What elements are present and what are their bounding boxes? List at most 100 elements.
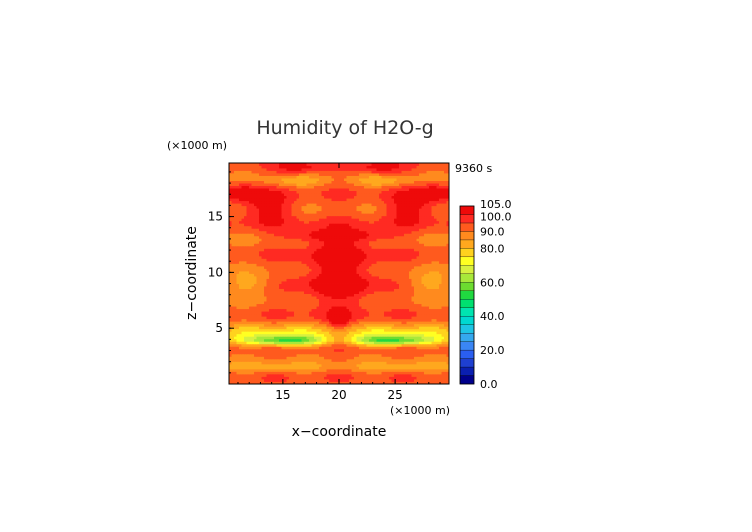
heatmap-cell <box>399 323 402 327</box>
heatmap-cell <box>386 303 390 307</box>
heatmap-cell <box>366 240 370 244</box>
heatmap-cell <box>231 336 235 340</box>
heatmap-cell <box>404 258 407 262</box>
heatmap-cell <box>271 368 275 372</box>
heatmap-cell <box>231 308 235 312</box>
heatmap-cell <box>304 331 307 335</box>
heatmap-cell <box>384 361 387 365</box>
heatmap-cell <box>316 351 320 355</box>
heatmap-cell <box>321 378 325 382</box>
heatmap-cell <box>271 281 275 284</box>
heatmap-cell <box>366 273 370 277</box>
heatmap-cell <box>431 283 435 287</box>
heatmap-cell <box>396 276 400 279</box>
heatmap-cell <box>271 371 275 375</box>
heatmap-cell <box>369 308 372 312</box>
heatmap-cell <box>344 338 347 342</box>
heatmap-cell <box>416 283 420 287</box>
heatmap-cell <box>366 250 370 254</box>
heatmap-cell <box>256 331 260 335</box>
heatmap-cell <box>396 381 400 385</box>
heatmap-cell <box>389 353 392 357</box>
heatmap-cell <box>259 363 262 367</box>
heatmap-cell <box>276 253 280 257</box>
heatmap-cell <box>344 270 347 274</box>
heatmap-cell <box>274 353 277 357</box>
heatmap-cell <box>399 248 402 252</box>
heatmap-cell <box>344 263 347 267</box>
heatmap-cell <box>279 265 282 269</box>
heatmap-cell <box>294 353 297 357</box>
heatmap-cell <box>279 306 282 310</box>
heatmap-cell <box>439 321 442 325</box>
heatmap-cell <box>369 328 372 332</box>
heatmap-cell <box>264 363 267 367</box>
heatmap-cell <box>266 353 270 357</box>
heatmap-cell <box>334 336 337 340</box>
heatmap-cell <box>311 328 315 332</box>
heatmap-cell <box>399 293 402 297</box>
heatmap-cell <box>234 286 237 289</box>
heatmap-cell <box>426 353 430 357</box>
heatmap-cell <box>366 323 370 327</box>
heatmap-cell <box>244 270 247 274</box>
heatmap-cell <box>251 328 255 332</box>
heatmap-cell <box>244 293 247 297</box>
heatmap-cell <box>291 373 295 377</box>
heatmap-cell <box>431 368 435 372</box>
heatmap-cell <box>414 331 417 335</box>
heatmap-cell <box>404 308 407 312</box>
heatmap-cell <box>414 273 417 277</box>
heatmap-cell <box>264 291 267 294</box>
heatmap-cell <box>416 358 420 362</box>
heatmap-cell <box>281 298 285 302</box>
heatmap-cell <box>299 363 302 367</box>
heatmap-cell <box>441 288 445 292</box>
heatmap-cell <box>334 366 337 370</box>
heatmap-cell <box>369 346 372 350</box>
heatmap-cell <box>256 346 260 350</box>
heatmap-cell <box>411 255 415 259</box>
heatmap-cell <box>391 326 395 330</box>
heatmap-cell <box>281 351 285 355</box>
heatmap-cell <box>356 301 360 305</box>
heatmap-cell <box>336 346 340 350</box>
heatmap-cell <box>436 308 440 312</box>
heatmap-cell <box>414 353 417 357</box>
heatmap-cell <box>236 368 240 372</box>
heatmap-cell <box>419 263 422 267</box>
heatmap-cell <box>351 283 355 287</box>
heatmap-cell <box>269 368 272 372</box>
heatmap-cell <box>319 288 322 292</box>
heatmap-cell <box>434 338 437 342</box>
heatmap-cell <box>381 296 385 300</box>
heatmap-cell <box>376 283 380 287</box>
heatmap-cell <box>269 270 272 274</box>
heatmap-cell <box>394 255 397 259</box>
heatmap-cell <box>416 338 420 342</box>
heatmap-cell <box>446 270 450 274</box>
heatmap-cell <box>311 291 315 294</box>
heatmap-cell <box>306 301 310 305</box>
heatmap-cell <box>274 361 277 365</box>
heatmap-cell <box>336 371 340 375</box>
heatmap-cell <box>336 255 340 259</box>
heatmap-cell <box>281 263 285 267</box>
heatmap-cell <box>276 281 280 284</box>
heatmap-cell <box>316 341 320 345</box>
heatmap-cell <box>416 286 420 289</box>
heatmap-cell <box>266 258 270 262</box>
heatmap-cell <box>374 296 377 300</box>
heatmap-cell <box>394 288 397 292</box>
heatmap-cell <box>431 273 435 277</box>
heatmap-cell <box>286 358 290 362</box>
heatmap-cell <box>426 268 430 272</box>
heatmap-cell <box>334 263 337 267</box>
heatmap-cell <box>261 268 265 272</box>
heatmap-cell <box>401 303 405 307</box>
heatmap-cell <box>264 358 267 362</box>
heatmap-cell <box>316 286 320 289</box>
heatmap-cell <box>284 303 287 307</box>
heatmap-cell <box>259 343 262 347</box>
heatmap-cell <box>266 296 270 300</box>
